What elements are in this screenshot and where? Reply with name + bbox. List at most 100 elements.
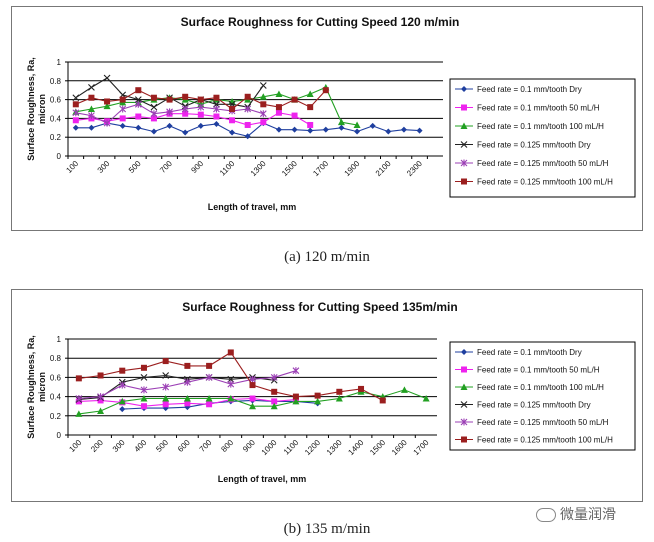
chart-a-series-0-point — [307, 127, 314, 134]
chart-b-legend-marker — [460, 418, 468, 426]
chart-a-series-0-point — [166, 122, 173, 129]
chart-b-x-tick-label: 700 — [198, 438, 214, 454]
chart-b-y-tick-label: 0.6 — [50, 373, 62, 382]
chart-a-series-5-point — [213, 94, 220, 101]
chart-b-series-5-point — [314, 392, 321, 399]
chart-b-series-5 — [75, 349, 386, 404]
chart-a-y-tick-label: 0.4 — [50, 114, 62, 123]
chart-a-series-0-point — [244, 133, 251, 140]
chart-b-x-tick-label: 1700 — [412, 438, 431, 457]
chart-b-series-1-point — [97, 397, 104, 404]
chart-a-x-tick-label: 1300 — [249, 159, 268, 178]
chart-a-x-tick-label: 700 — [158, 159, 174, 175]
chart-a-series-5-point — [229, 106, 236, 112]
chart-b-series-4-point — [118, 381, 126, 389]
chart-b-series-5-point — [119, 367, 126, 374]
chart-b-x-tick-label: 300 — [111, 438, 127, 454]
chart-a-series-5-point — [119, 96, 126, 103]
chart-a-series-3-point — [88, 83, 95, 91]
caption-b: (b) 135 m/min — [283, 521, 371, 537]
chart-b-series-2 — [75, 386, 430, 417]
chart-b-series-5-point — [336, 388, 343, 395]
chart-b-x-tick-label: 500 — [154, 438, 170, 454]
chart-135-svg: Surface Roughness for Cutting Speed 135m… — [26, 300, 636, 484]
chart-b-series-1-point — [184, 400, 191, 407]
chart-b-title: Surface Roughness for Cutting Speed 135m… — [182, 300, 457, 314]
chart-b-series-5-point — [249, 382, 256, 389]
chart-a-legend-marker — [461, 178, 467, 185]
chart-a-y-tick-label: 0 — [57, 152, 62, 161]
chart-a-series-0-point — [197, 122, 204, 129]
chart-a-series-0-point — [88, 124, 95, 131]
chart-a-series-4-point — [119, 105, 127, 113]
chart-b-legend-label: Feed rate = 0.125 mm/tooth Dry — [477, 401, 591, 410]
chart-b-series-2-point — [162, 395, 170, 402]
chart-a-x-tick-label: 100 — [64, 159, 80, 175]
chart-b-series-2-point — [270, 402, 278, 410]
chart-a-series-5-point — [197, 96, 204, 103]
chart-a-y-tick-label: 0.8 — [50, 77, 62, 86]
chart-a-series-2-point — [87, 105, 95, 112]
chart-a-series-4-point — [134, 100, 142, 108]
wechat-icon — [536, 508, 556, 522]
chart-a-series-2-point — [353, 121, 361, 128]
chart-b-series-3-point — [227, 375, 235, 383]
chart-b-x-tick-label: 1500 — [368, 438, 387, 457]
chart-b-series-3-line — [78, 374, 275, 401]
chart-b-y-tick-label: 0.4 — [50, 393, 62, 402]
chart-b-legend-label: Feed rate = 0.1 mm/tooth 100 mL/H — [477, 383, 604, 392]
chart-b-legend-marker — [460, 401, 468, 408]
chart-b-series-2-point — [118, 397, 126, 405]
chart-a-x-tick-label: 300 — [96, 159, 112, 175]
chart-b-series-0-point — [119, 406, 126, 413]
chart-a-series-0-point — [400, 126, 407, 133]
chart-a-series-4-point — [166, 108, 173, 116]
chart-a-series-3-line — [75, 77, 264, 108]
caption-a: (a) 120 m/min — [284, 249, 370, 265]
chart-b-series-5-point — [184, 362, 191, 369]
chart-a-series-1-point — [229, 117, 236, 124]
chart-a-series-4-point — [197, 103, 205, 111]
chart-a-y-tick-label: 0.6 — [50, 96, 62, 105]
chart-b-series-2-point — [335, 395, 343, 402]
chart-panel-120: Surface Roughness for Cutting Speed 120 … — [11, 6, 643, 231]
chart-b-series-5-point — [75, 375, 82, 382]
chart-a-series-4-point — [72, 109, 80, 117]
chart-a-series-4-point — [181, 105, 189, 113]
chart-b-series-3-point — [162, 372, 170, 379]
chart-b-x-tick-label: 1400 — [346, 438, 365, 457]
chart-a-series-2-point — [259, 93, 267, 100]
chart-b-legend-label: Feed rate = 0.1 mm/tooth 50 mL/H — [477, 366, 600, 375]
chart-b-y-tick-label: 0 — [57, 431, 62, 440]
chart-a-series-0-point — [385, 128, 392, 135]
chart-b-series-1-point — [271, 398, 278, 405]
chart-a-series-0-point — [150, 128, 157, 135]
chart-b-x-tick-label: 1200 — [303, 438, 322, 457]
chart-a-series-2-point — [337, 118, 345, 126]
chart-b-series-5-point — [97, 372, 104, 379]
chart-a-x-tick-label: 1500 — [280, 159, 299, 178]
chart-a-series-1-line — [75, 112, 311, 126]
chart-b-legend-marker — [461, 349, 467, 355]
chart-b-series-1-point — [206, 401, 213, 408]
chart-b-y-tick-label: 0.2 — [50, 412, 62, 421]
chart-a-series-4-point — [88, 112, 95, 120]
chart-a-title: Surface Roughness for Cutting Speed 120 … — [181, 15, 460, 29]
chart-a-x-tick-label: 1100 — [218, 159, 237, 178]
chart-a-series-1-point — [291, 112, 298, 119]
chart-b-series-4-point — [227, 380, 235, 388]
chart-b-series-2-point — [314, 397, 322, 405]
chart-a-series-1-point — [150, 115, 157, 122]
chart-b-series-2-point — [292, 397, 300, 405]
chart-b-series-1-point — [249, 395, 256, 402]
chart-a-x-tick-label: 1700 — [311, 159, 330, 178]
chart-b-series-4 — [75, 367, 300, 403]
chart-a-series-0-point — [72, 124, 79, 131]
chart-b-x-tick-label: 1600 — [390, 438, 409, 457]
chart-a-legend-label: Feed rate = 0.125 mm/tooth 100 mL/H — [477, 178, 613, 187]
chart-b-series-2-point — [422, 395, 430, 402]
chart-a-series-1-point — [275, 109, 282, 116]
chart-b-x-axis-label: Length of travel, mm — [218, 474, 307, 484]
chart-a-legend-marker — [461, 104, 467, 111]
chart-a-series-0-point — [182, 129, 189, 136]
